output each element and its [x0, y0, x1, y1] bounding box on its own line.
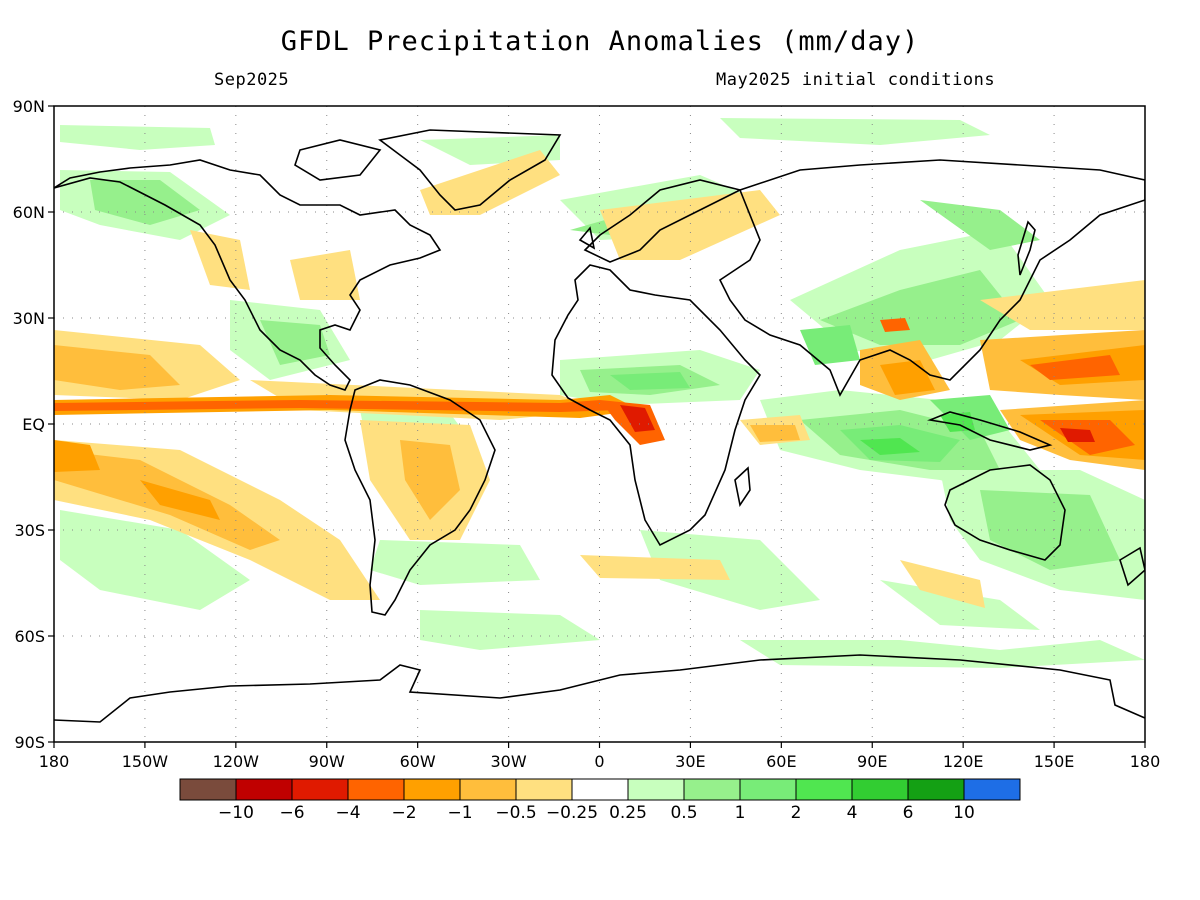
longitude-axis: 180 150W 120W 90W 60W 30W 0 30E 60E 90E 120E 150E 18…: [39, 742, 1161, 771]
coastline-greenland: [378, 129, 562, 211]
lat-tick-label: 90N: [13, 97, 45, 116]
colorbar-swatch: [795, 778, 853, 801]
colorbar-swatch: [739, 778, 797, 801]
coastline-north-america: [54, 159, 442, 391]
lat-tick-label: 60S: [14, 627, 45, 646]
colorbar-label: 10: [953, 803, 975, 823]
colorbar-swatch: [627, 778, 685, 801]
coastline-antarctica: [54, 654, 1145, 723]
lon-tick-label: 0: [594, 752, 604, 771]
lon-tick-label: 30E: [675, 752, 705, 771]
colorbar-swatch: [907, 778, 965, 801]
lat-tick-label: EQ: [22, 415, 45, 434]
coastlines: [54, 129, 1145, 723]
lat-tick-label: 60N: [13, 203, 45, 222]
colorbar-label: 1: [735, 803, 746, 823]
colorbar-swatch: [179, 778, 237, 801]
coastline-new-zealand: [1119, 546, 1145, 587]
colorbar-swatch: [459, 778, 517, 801]
colorbar-swatch: [291, 778, 349, 801]
coastline-australia: [944, 464, 1066, 561]
colorbar-swatch: [683, 778, 741, 801]
lon-tick-label: 60W: [400, 752, 436, 771]
coastline-africa-europe: [551, 264, 762, 547]
initial-conditions-label: May2025 initial conditions: [716, 70, 996, 90]
lon-tick-label: 120E: [943, 752, 984, 771]
lat-tick-label: 30S: [14, 521, 45, 540]
lon-tick-label: 30W: [490, 752, 526, 771]
lon-tick-label: 60E: [766, 752, 796, 771]
coastline-indonesia: [927, 411, 1053, 451]
valid-month-label: Sep2025: [214, 70, 290, 90]
lon-tick-label: 180: [39, 752, 70, 771]
colorbar-swatch: [403, 778, 461, 801]
colorbar-label: −6: [279, 803, 304, 823]
colorbar-swatch: [515, 778, 573, 801]
colorbar-label: −0.25: [546, 803, 598, 823]
map-title: GFDL Precipitation Anomalies (mm/day): [280, 26, 920, 57]
lat-tick-label: 30N: [13, 309, 45, 328]
lon-tick-label: 150E: [1034, 752, 1075, 771]
colorbar: −10 −6 −4 −2 −1 −0.5 −0.25 0.25 0.5 1 2 4 6 10: [179, 778, 1021, 823]
lat-tick-label: 90S: [14, 733, 45, 752]
lon-tick-label: 120W: [213, 752, 260, 771]
colorbar-label: 6: [903, 803, 914, 823]
anomaly-field: [54, 118, 1145, 668]
coastline-asia: [718, 159, 1145, 397]
colorbar-label: 2: [791, 803, 802, 823]
colorbar-swatch: [347, 778, 405, 801]
lon-tick-label: 150W: [122, 752, 169, 771]
coastline-japan: [1017, 220, 1036, 276]
colorbar-swatch: [851, 778, 909, 801]
colorbar-label: −2: [391, 803, 416, 823]
colorbar-label: −4: [335, 803, 360, 823]
colorbar-swatch: [963, 778, 1021, 801]
colorbar-label: −1: [447, 803, 472, 823]
lon-tick-label: 180: [1130, 752, 1161, 771]
negative-anomalies-extreme: [620, 405, 1095, 442]
latitude-axis: 90N 60N 30N EQ 30S 60S 90S: [13, 97, 54, 752]
coastline-south-america: [344, 379, 496, 616]
colorbar-label: 4: [847, 803, 858, 823]
lon-tick-label: 90W: [309, 752, 345, 771]
colorbar-swatch: [571, 778, 629, 801]
colorbar-label: 0.5: [670, 803, 697, 823]
colorbar-label: 0.25: [609, 803, 647, 823]
colorbar-label: −0.5: [495, 803, 536, 823]
coastline-uk: [578, 226, 596, 250]
lon-tick-label: 90E: [857, 752, 887, 771]
coastline-madagascar: [734, 466, 751, 508]
colorbar-swatch: [235, 778, 293, 801]
coastline-arctic-islands: [294, 139, 382, 181]
colorbar-label: −10: [218, 803, 254, 823]
